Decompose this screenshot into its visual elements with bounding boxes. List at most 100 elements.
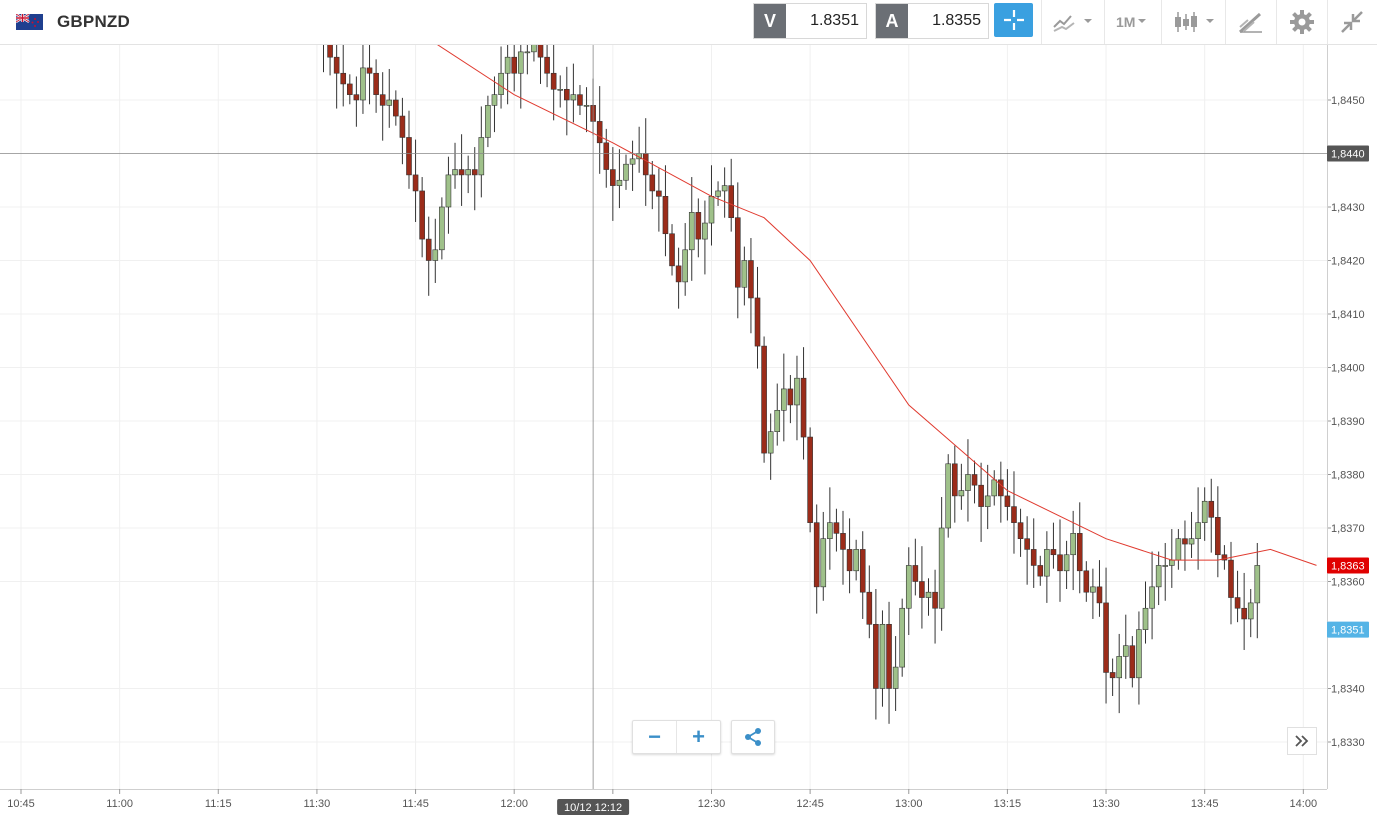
candle-up <box>1247 602 1254 620</box>
candle-down <box>971 474 978 486</box>
gb-nz-flag-icon <box>16 14 43 30</box>
candle-up <box>1142 607 1149 630</box>
candle-down <box>649 174 656 192</box>
last-price-label: 1,8363 <box>1331 560 1365 572</box>
candle-down <box>353 94 360 101</box>
draw-icon <box>1238 12 1262 34</box>
chevron-down-icon <box>1138 19 1147 23</box>
candle-up <box>629 158 636 165</box>
x-tick-label: 11:45 <box>402 798 429 810</box>
crosshair-lines <box>0 45 1327 789</box>
candle-down <box>833 522 840 534</box>
candle-down <box>734 217 741 288</box>
candle-down <box>393 99 399 117</box>
candle-down <box>425 238 432 261</box>
candle-up <box>557 88 564 91</box>
crosshair-time-label-bg <box>557 799 630 815</box>
candle-down <box>846 549 853 572</box>
candle-down <box>610 169 616 186</box>
candle-up <box>1136 629 1142 679</box>
share-button[interactable] <box>731 720 775 754</box>
x-tick-label: 13:45 <box>1191 798 1219 810</box>
candle-up <box>1175 538 1182 561</box>
candles <box>322 45 1261 724</box>
x-tick-label: 11:30 <box>304 798 331 810</box>
candle-down <box>642 153 649 176</box>
candle-down <box>728 185 735 219</box>
candle-up <box>708 196 715 224</box>
x-tick-label: 12:00 <box>500 798 528 810</box>
chart-type-button[interactable] <box>1173 8 1217 36</box>
candle-up <box>741 260 748 288</box>
candle-up <box>1122 645 1129 657</box>
candle-down <box>840 533 846 550</box>
settings-button[interactable] <box>1289 8 1315 36</box>
candle-up <box>938 527 945 609</box>
candle-up <box>965 474 971 491</box>
candle-down <box>813 522 820 588</box>
candle-down <box>1103 602 1109 673</box>
y-tick-label: 1,8340 <box>1331 684 1365 696</box>
candle-up <box>432 249 439 261</box>
candle-up <box>478 137 485 176</box>
candle-down <box>1228 559 1234 598</box>
price-chart[interactable]: 1,8450 1,8430 1,8420 1,8410 1,8400 1,8390 1,83… <box>0 45 1377 819</box>
candle-down <box>1037 565 1044 577</box>
candle-down <box>866 591 873 625</box>
crosshair-button[interactable] <box>994 3 1033 37</box>
axis-tags: 1,8440 1,8363 1,8351 10/12 12:12 <box>557 145 1369 815</box>
candle-down <box>550 72 557 90</box>
buy-price-box[interactable]: A 1.8355 <box>875 3 989 39</box>
candle-up <box>774 409 781 432</box>
sell-price-box[interactable]: V 1.8351 <box>753 3 867 39</box>
zoom-out-button[interactable]: − <box>648 724 661 749</box>
candle-down <box>1083 570 1090 593</box>
collapse-button[interactable] <box>1339 8 1365 36</box>
scroll-to-latest-button[interactable] <box>1287 727 1317 755</box>
candle-up <box>1188 538 1195 545</box>
toolbar: GBPNZD V 1.8351 A 1.8355 1M <box>0 0 1377 45</box>
buy-price: 1.8355 <box>932 12 981 29</box>
candle-up <box>984 495 991 507</box>
y-tick-label: 1,8400 <box>1331 363 1365 375</box>
double-chevron-right-icon <box>1295 735 1309 747</box>
candle-down <box>1057 554 1063 572</box>
candle-down <box>807 436 813 523</box>
candle-up <box>715 190 721 197</box>
draw-tools-button[interactable] <box>1238 8 1264 36</box>
moving-average-line <box>437 45 1317 566</box>
candle-up <box>498 72 504 95</box>
candle-down <box>577 94 583 106</box>
candle-down <box>327 45 333 58</box>
indicators-icon <box>1053 15 1092 32</box>
sell-price: 1.8351 <box>810 12 859 29</box>
candle-down <box>347 83 353 95</box>
candle-down <box>1024 538 1030 550</box>
candle-up <box>524 51 531 54</box>
candle-up <box>1195 522 1201 539</box>
y-tick-label: 1,8370 <box>1331 523 1365 535</box>
y-tick-label: 1,8420 <box>1331 256 1365 268</box>
candle-down <box>1050 549 1057 556</box>
candle-down <box>859 549 866 593</box>
candle-down <box>379 94 386 106</box>
candle-down <box>675 265 682 283</box>
candle-up <box>1044 549 1050 577</box>
candle-up <box>688 212 695 251</box>
candle-down <box>1241 607 1247 620</box>
x-tick-label: 14:00 <box>1290 798 1318 810</box>
y-tick-label: 1,8380 <box>1331 470 1365 482</box>
chart-grid <box>0 45 1327 789</box>
zoom-in-button[interactable]: + <box>676 721 720 753</box>
timeframe-dropdown[interactable]: 1M <box>1116 8 1149 36</box>
candle-down <box>761 345 767 454</box>
zoom-controls: − + <box>632 720 721 754</box>
candle-down <box>978 484 984 507</box>
candle-up <box>879 623 886 689</box>
candle-down <box>1129 645 1136 679</box>
candle-up <box>504 56 511 74</box>
time-axis: 10:4511:0011:1511:3011:4512:0012:1512:30… <box>0 789 1327 810</box>
collapse-icon <box>1341 11 1363 33</box>
indicators-button[interactable] <box>1052 8 1096 36</box>
candle-up <box>820 538 827 588</box>
